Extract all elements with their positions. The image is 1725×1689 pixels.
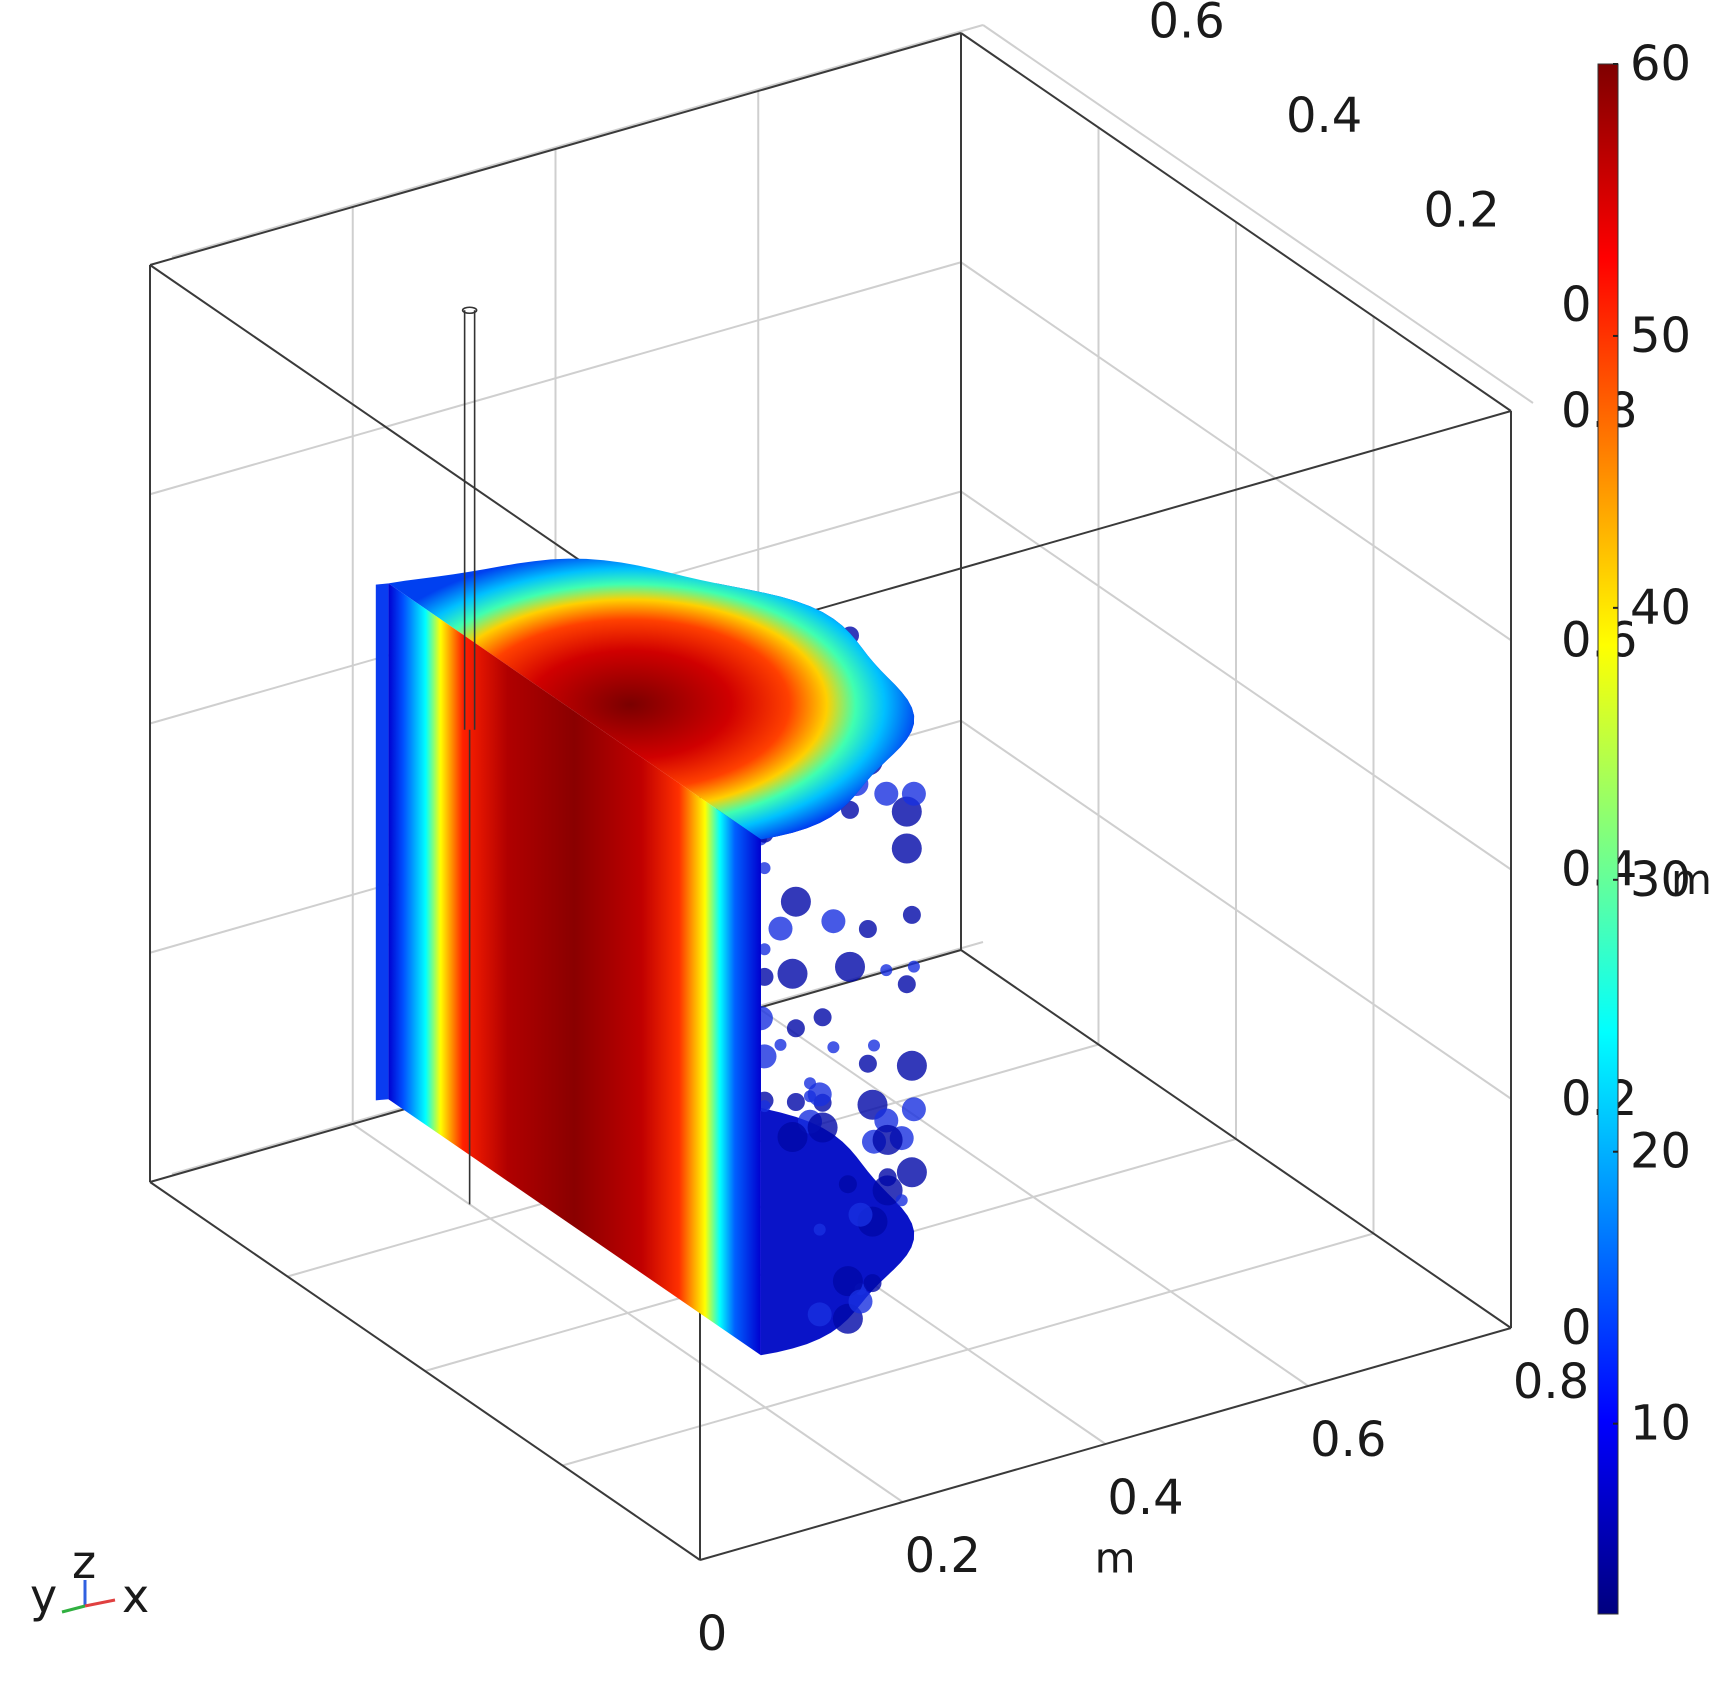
x-axis-label: m — [1095, 1534, 1136, 1583]
surface-speckle — [807, 1112, 838, 1143]
surface-speckle — [813, 1223, 826, 1236]
y-tick-label: 0.2 — [1424, 183, 1500, 239]
surface-speckle — [835, 951, 865, 982]
x-tick-label: 0.2 — [905, 1528, 981, 1584]
surface-speckle — [777, 958, 808, 989]
surface-speckle — [872, 1175, 903, 1206]
surface-speckle — [868, 1039, 880, 1052]
surface-speckle — [848, 1202, 873, 1227]
grid-back-z — [149, 261, 962, 496]
grid-floor-x — [757, 1007, 1309, 1387]
surface-speckle — [807, 1302, 832, 1327]
y-tick-label: 0 — [1561, 277, 1592, 333]
surface-speckle — [780, 886, 811, 917]
surface-speckle — [872, 1124, 903, 1155]
surface-speckle — [880, 964, 893, 977]
x-tick-label: 0.8 — [1513, 1354, 1589, 1410]
cylinder-top-face — [388, 558, 915, 840]
surface-speckle — [774, 1038, 787, 1051]
triad-label-y: y — [30, 1569, 57, 1623]
surface-speckle — [907, 960, 920, 973]
surface-speckle — [878, 1168, 897, 1187]
surface-speckle — [838, 1175, 857, 1194]
surface-speckle — [813, 1008, 832, 1027]
surface-speckle — [758, 862, 771, 875]
triad-y-line — [61, 1604, 86, 1614]
cylinder-left-edge — [375, 583, 389, 1101]
grid-right-z — [960, 490, 1512, 871]
box-edge — [960, 949, 1512, 1329]
surface-speckle — [874, 781, 899, 806]
colorbar-tick-label: 20 — [1630, 1124, 1691, 1180]
surface-speckle — [786, 1019, 805, 1038]
surface-speckle — [821, 909, 846, 934]
surface-speckle — [901, 781, 926, 806]
surface-speckle — [858, 920, 877, 938]
surface-speckle — [902, 905, 921, 924]
box-edge — [960, 32, 1512, 412]
colorbar-tick-label: 60 — [1630, 36, 1691, 92]
surface-speckle — [895, 1194, 908, 1207]
surface-speckle — [901, 1097, 926, 1122]
surface-speckle — [832, 1266, 863, 1297]
surface-speckle — [768, 916, 793, 941]
surface-speckle — [758, 943, 771, 956]
surface-speckle — [863, 1274, 882, 1293]
box-edge — [699, 410, 1512, 644]
grid-wall-edge — [171, 24, 984, 258]
cylinder-cut-face — [388, 583, 761, 1356]
surface-speckle — [758, 1100, 771, 1113]
grid-right-z — [960, 261, 1512, 642]
surface-speckle — [891, 833, 922, 864]
triad-label-x: x — [122, 1569, 149, 1623]
triad-x-line — [84, 1598, 116, 1608]
colorbar-tick-label: 10 — [1630, 1396, 1691, 1452]
colorbar-tick-label: 30 — [1630, 852, 1691, 908]
box-edge — [149, 32, 962, 266]
axis-triad: y z x — [30, 1535, 149, 1623]
z-axis-label: m — [1671, 855, 1712, 904]
z-tick-label: 0 — [1561, 1300, 1592, 1356]
colorbar — [1597, 63, 1619, 1615]
probe-cap — [461, 306, 478, 315]
temperature-cylinder — [375, 558, 927, 1356]
box-edge — [699, 1327, 1512, 1561]
x-tick-label: 0.4 — [1107, 1470, 1183, 1526]
surface-speckle — [777, 1122, 808, 1152]
box-edge — [149, 1181, 701, 1561]
surface-speckle — [848, 1289, 873, 1314]
x-tick-label: 0 — [697, 1606, 728, 1662]
y-tick-label: 0.4 — [1286, 88, 1362, 144]
colorbar-tick-label: 50 — [1630, 308, 1691, 364]
surface-speckle — [827, 1041, 840, 1054]
x-tick-label: 0.6 — [1310, 1412, 1386, 1468]
triad-label-z: z — [72, 1535, 96, 1589]
surface-speckle — [896, 1157, 927, 1188]
surface-speckle — [858, 1054, 877, 1073]
surface-speckle — [807, 1082, 832, 1107]
surface-speckle — [896, 1050, 927, 1081]
colorbar-tick-label: 40 — [1630, 580, 1691, 636]
probe-rod — [461, 306, 478, 1205]
surface-speckle — [786, 1093, 805, 1111]
y-tick-label: 0.6 — [1149, 0, 1225, 50]
surface-speckle — [804, 1077, 816, 1090]
grid-wall-edge — [982, 24, 1534, 404]
surface-speckle — [897, 975, 916, 994]
